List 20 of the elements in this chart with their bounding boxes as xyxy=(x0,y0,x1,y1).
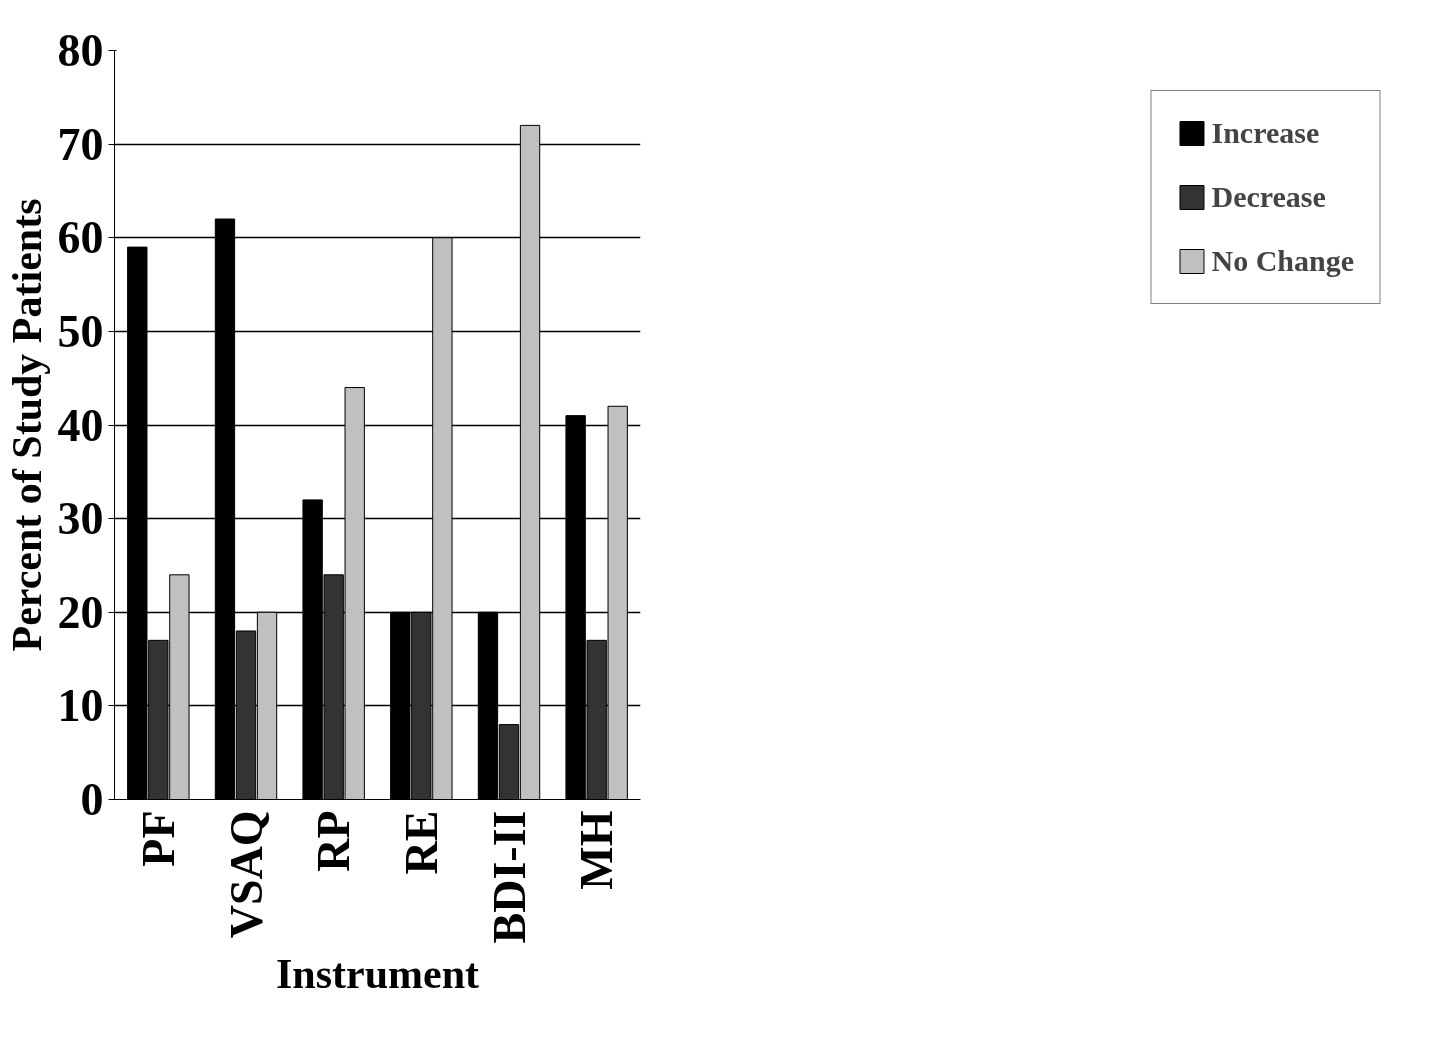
x-tick-label: MH xyxy=(571,810,623,890)
x-tick-label: VSAQ xyxy=(220,810,272,939)
x-tick-label: RE xyxy=(395,810,447,875)
legend-label: Decrease xyxy=(1211,180,1326,214)
y-axis-title: Percent of Study Patients xyxy=(3,198,50,652)
y-tick-label: 70 xyxy=(57,118,104,170)
y-tick-label: 10 xyxy=(57,680,104,732)
y-tick-label: 50 xyxy=(57,305,104,357)
legend-label: Increase xyxy=(1211,116,1320,150)
y-tick-label: 40 xyxy=(57,399,104,451)
x-tick-label: BDI-II xyxy=(483,810,535,944)
y-tick-label: 60 xyxy=(57,212,104,264)
legend-label: No Change xyxy=(1211,244,1354,278)
y-tick-label: 30 xyxy=(57,493,104,545)
y-tick-label: 80 xyxy=(57,25,104,76)
x-axis-title: Instrument xyxy=(276,951,480,998)
x-tick-label: RP xyxy=(308,810,360,872)
y-tick-label: 0 xyxy=(80,774,104,825)
x-tick-label: PF xyxy=(132,810,184,867)
y-tick-label: 20 xyxy=(57,586,104,638)
